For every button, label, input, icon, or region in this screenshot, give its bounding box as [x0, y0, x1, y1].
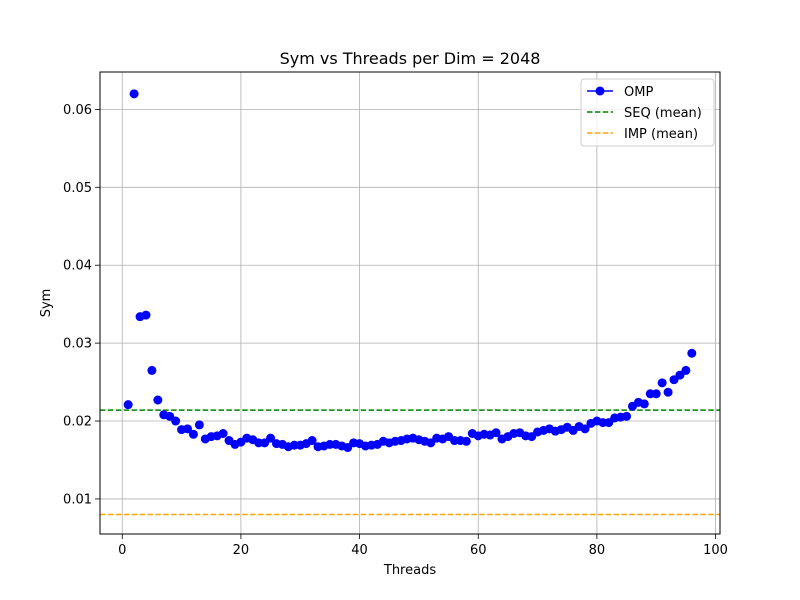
data-point	[171, 416, 181, 426]
y-tick-label: 0.02	[63, 415, 92, 430]
mean-lines	[100, 409, 720, 516]
legend: OMP SEQ (mean) IMP (mean)	[580, 78, 715, 147]
data-point	[153, 395, 163, 405]
data-point	[657, 378, 667, 388]
x-tick-label: 0	[118, 543, 126, 558]
y-tick-label: 0.04	[63, 259, 92, 274]
data-point	[663, 387, 673, 397]
x-axis-label: Threads	[383, 563, 436, 578]
data-point	[194, 420, 204, 430]
x-tick-label: 20	[233, 543, 250, 558]
axis-ticks: 0 20 40 60 80 100 0.01 0.02 0.03 0.04 0.05 0.06	[63, 103, 728, 558]
data-points	[123, 89, 697, 453]
data-point	[307, 436, 317, 446]
data-point	[687, 348, 697, 358]
data-point	[123, 400, 133, 410]
legend-omp-label: OMP	[624, 85, 653, 100]
plot-frame	[99, 71, 721, 535]
y-axis-label: Sym	[39, 289, 54, 318]
data-point	[266, 433, 276, 443]
legend-imp-label: IMP (mean)	[624, 127, 698, 142]
x-tick-label: 80	[589, 543, 606, 558]
data-point	[183, 424, 193, 434]
data-point	[141, 310, 151, 320]
y-tick-label: 0.01	[63, 492, 92, 507]
data-point	[147, 365, 157, 375]
data-point	[218, 428, 228, 438]
data-point	[580, 424, 590, 434]
x-tick-label: 60	[470, 543, 487, 558]
data-point	[639, 399, 649, 409]
data-point	[129, 89, 139, 99]
data-point	[651, 389, 661, 399]
data-point	[622, 411, 632, 421]
legend-box	[580, 78, 715, 147]
y-tick-label: 0.03	[63, 337, 92, 352]
data-point	[491, 428, 501, 438]
y-tick-label: 0.05	[63, 181, 92, 196]
x-tick-label: 100	[703, 543, 728, 558]
y-tick-label: 0.06	[63, 103, 92, 118]
chart-title: Sym vs Threads per Dim = 2048	[280, 49, 541, 68]
x-tick-label: 40	[351, 543, 368, 558]
grid-lines	[100, 72, 720, 534]
data-point	[188, 429, 198, 439]
data-point	[681, 365, 691, 375]
data-point	[461, 436, 471, 446]
legend-seq-label: SEQ (mean)	[624, 106, 702, 121]
legend-omp-marker	[595, 86, 605, 96]
